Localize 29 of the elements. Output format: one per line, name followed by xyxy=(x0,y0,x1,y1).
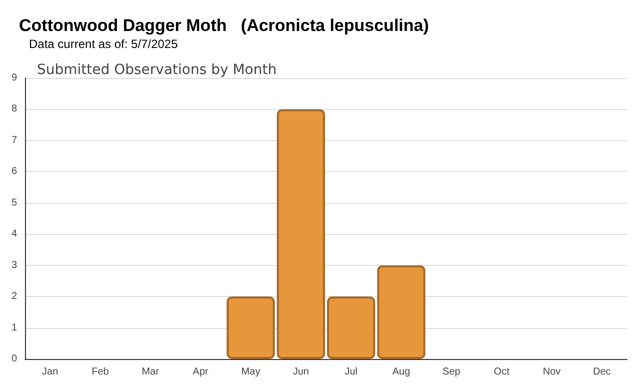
bar xyxy=(327,296,376,359)
x-tick-label: Jun xyxy=(292,366,309,378)
bar xyxy=(377,265,426,359)
y-tick-label: 2 xyxy=(11,291,18,302)
x-tick-label: Aug xyxy=(392,366,410,378)
x-tick-label: Jan xyxy=(42,366,58,378)
y-tick-label: 6 xyxy=(11,166,18,178)
y-tick-label: 4 xyxy=(11,228,18,240)
y-tick-label: 8 xyxy=(11,104,18,115)
y-tick-label: 5 xyxy=(11,197,18,208)
x-tick-label: Apr xyxy=(192,366,210,378)
x-tick-label: Feb xyxy=(92,366,110,378)
chart-subtitle: Data current as of: 5/7/2025 xyxy=(29,37,178,51)
bar xyxy=(276,109,325,359)
y-tick-label: 9 xyxy=(11,72,18,84)
y-tick-label: 0 xyxy=(11,354,18,364)
x-tick-label: Sep xyxy=(442,366,461,378)
x-tick-label: Jul xyxy=(344,366,358,378)
bar xyxy=(226,296,275,359)
x-tick-label: May xyxy=(241,366,260,378)
y-tick-label: 1 xyxy=(11,322,18,334)
chart-title: Cottonwood Dagger Moth (Acronicta lepusculina) xyxy=(19,16,429,35)
x-tick-label: Dec xyxy=(593,366,611,378)
x-tick-label: Oct xyxy=(494,366,510,378)
y-tick-label: 7 xyxy=(11,134,18,146)
text: Submitted Observations by Month xyxy=(37,62,277,78)
x-tick-label: Nov xyxy=(542,366,561,378)
x-tick-label: Mar xyxy=(142,366,160,378)
y-tick-label: 3 xyxy=(11,260,18,271)
